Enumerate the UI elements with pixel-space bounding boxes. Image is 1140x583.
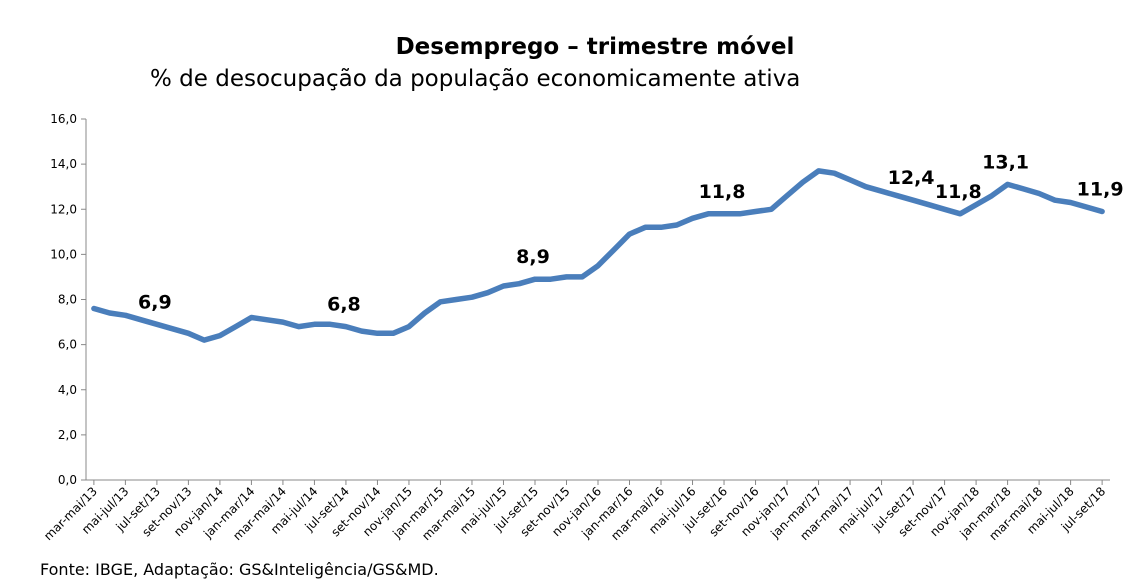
data-label: 11,8 (699, 181, 746, 203)
data-label: 12,4 (888, 167, 935, 189)
y-tick-label: 8,0 (58, 293, 77, 307)
data-label: 6,9 (138, 291, 172, 313)
y-tick-label: 10,0 (50, 247, 77, 261)
y-tick-label: 4,0 (58, 383, 77, 397)
y-tick-label: 14,0 (50, 157, 77, 171)
y-tick-label: 12,0 (50, 202, 77, 216)
chart-title: Desemprego – trimestre móvel (395, 34, 795, 60)
source-note: Fonte: IBGE, Adaptação: GS&Inteligência/… (40, 560, 439, 579)
data-label: 13,1 (982, 151, 1029, 173)
data-label: 8,9 (516, 246, 550, 268)
data-label: 11,9 (1077, 179, 1124, 201)
y-tick-label: 0,0 (58, 473, 77, 487)
y-tick-label: 2,0 (58, 428, 77, 442)
data-label: 6,8 (327, 294, 361, 316)
y-tick-label: 6,0 (58, 338, 77, 352)
chart-subtitle: % de desocupação da população economicam… (150, 66, 801, 92)
data-label: 11,8 (935, 181, 982, 203)
y-tick-label: 16,0 (50, 112, 77, 126)
